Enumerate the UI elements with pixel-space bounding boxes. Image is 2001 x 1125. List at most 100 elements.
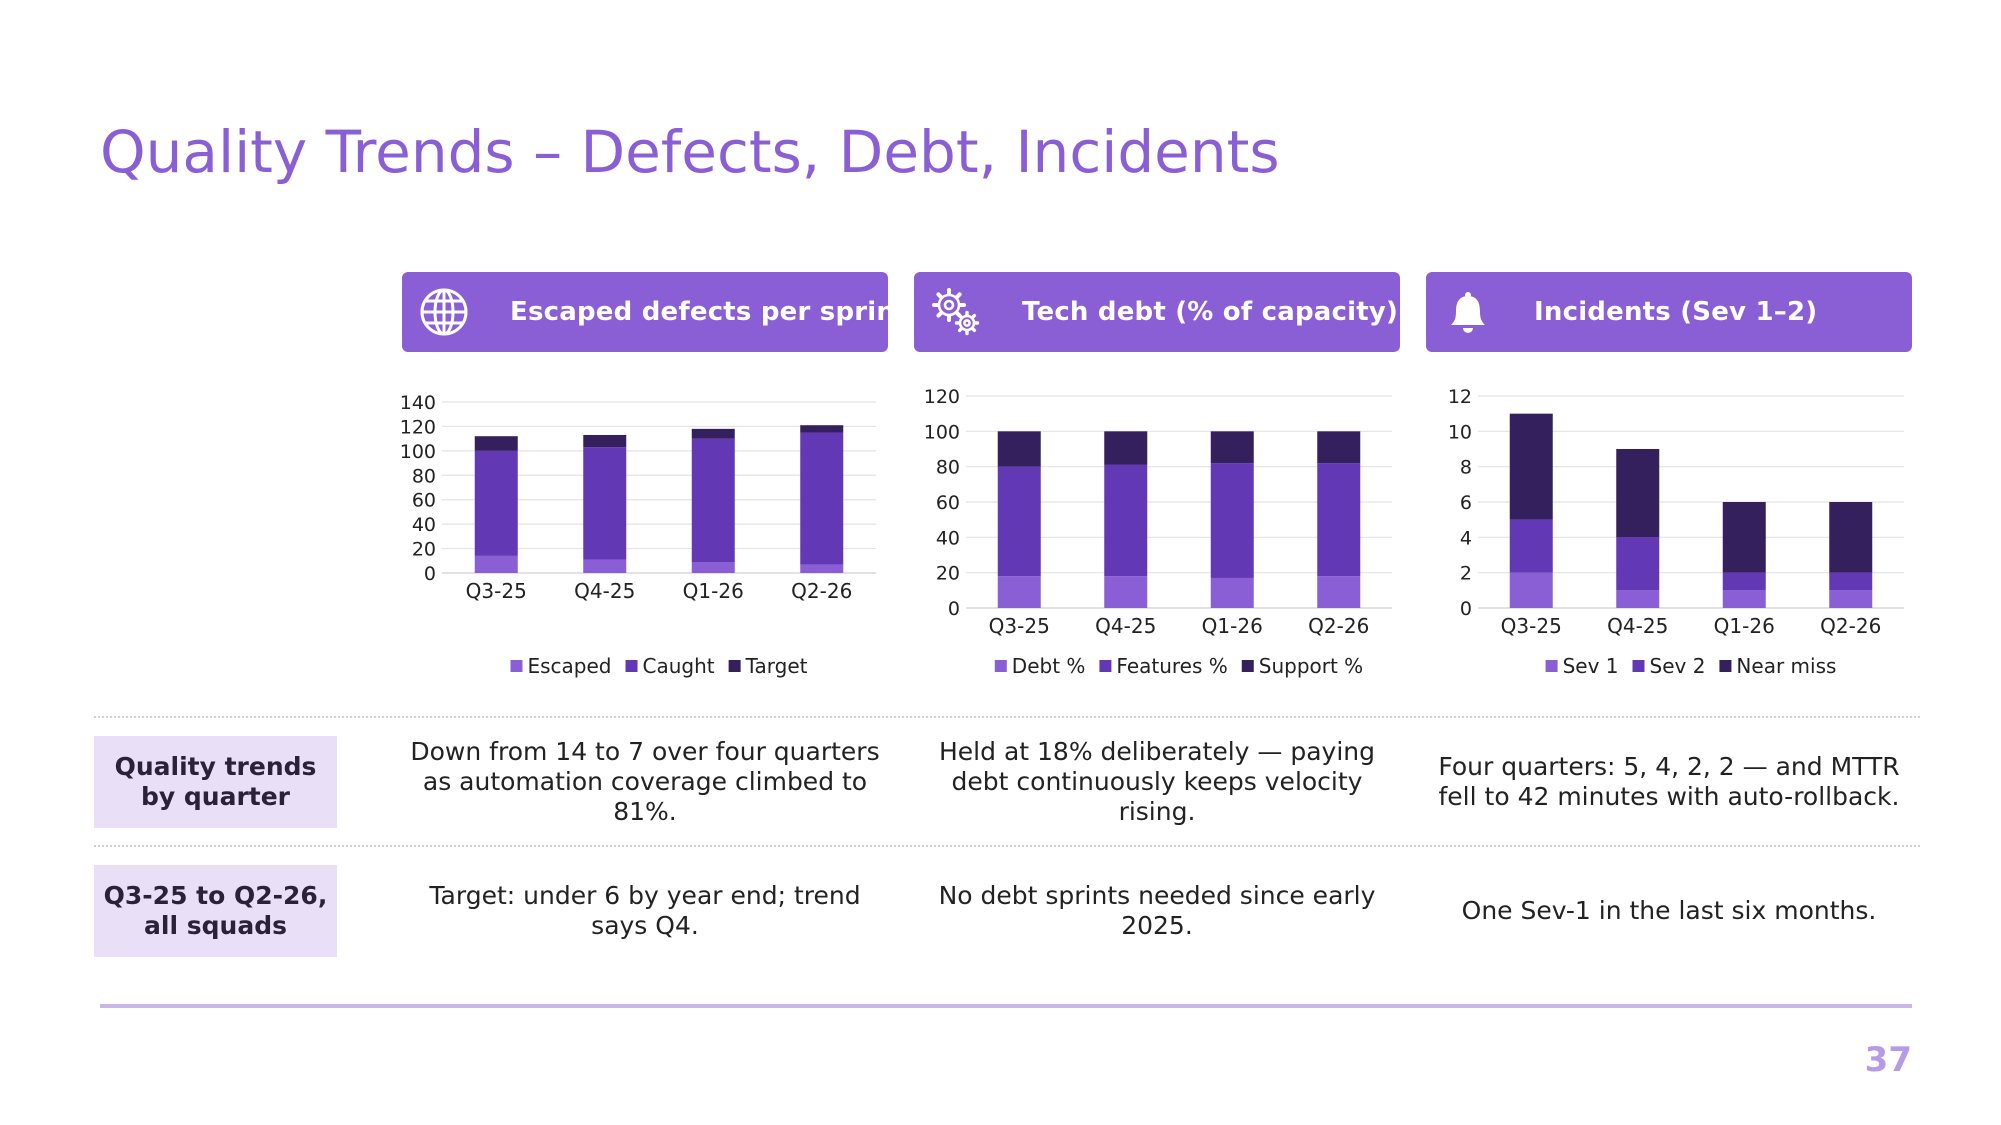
y-tick-label: 60 [936,492,960,514]
table-cell-debt-outlook: No debt sprints needed since early 2025. [938,881,1376,940]
bar-segment-support [1210,431,1254,464]
x-tick-label: Q4-25 [1095,614,1156,638]
panel-header-label: Incidents (Sev 1–2) [1534,297,1818,327]
bar-segment-escaped [474,555,518,573]
y-tick-label: 0 [1460,598,1472,620]
bar-segment-target [800,425,844,433]
legend-swatch [1241,660,1254,672]
chart-legend: Escaped Caught Target [510,654,808,678]
legend-swatch [625,660,638,672]
bar-segment-near-miss [1722,502,1766,573]
table-cell-debt-summary: Held at 18% deliberately — paying debt c… [939,737,1375,826]
y-tick-label: 80 [412,465,436,487]
bar-segment-escaped [800,564,844,573]
bar-segment-debt [1210,577,1254,608]
y-tick-label: 40 [936,527,960,549]
row-label: Q3-25 to Q2-26, all squads [94,865,337,957]
bar-segment-target [474,436,518,451]
bar-segment-sev-1 [1829,590,1873,608]
table-cell-defects-outlook: Target: under 6 by year end; trend says … [429,881,861,940]
bar-segment-escaped [691,562,735,573]
bar-segment-features [997,466,1041,577]
bar-segment-debt [1104,576,1148,608]
row-label: Quality trends by quarter [94,736,337,828]
bar-segment-sev-2 [1509,519,1553,573]
bar-segment-sev-1 [1509,572,1553,608]
x-tick-label: Q4-25 [1607,614,1668,638]
y-tick-label: 6 [1460,492,1472,514]
bar-segment-near-miss [1616,449,1660,538]
x-tick-label: Q3-25 [1501,614,1562,638]
y-tick-label: 0 [424,563,436,585]
bar-segment-sev-1 [1722,590,1766,608]
x-tick-label: Q3-25 [466,579,527,603]
x-tick-label: Q2-26 [1820,614,1881,638]
bar-segment-near-miss [1509,413,1553,520]
x-tick-label: Q2-26 [1308,614,1369,638]
bar-segment-caught [583,447,627,560]
legend-label: Target [745,654,808,678]
panel-header-incidents: Incidents (Sev 1–2) [1426,272,1912,352]
legend-label: Support % [1259,654,1363,678]
table-cell-incidents-outlook: One Sev-1 in the last six months. [1461,896,1877,925]
legend-swatch [1632,660,1645,672]
x-tick-label: Q2-26 [791,579,852,603]
legend-label: Caught [643,654,715,678]
bar-segment-caught [474,450,518,556]
table-cell-incidents-summary: Four quarters: 5, 4, 2, 2 — and MTTR fel… [1438,752,1900,811]
bar-segment-features [1104,464,1148,577]
panel-header-tech-debt: Tech debt (% of capacity) [914,272,1400,352]
chart-legend: Debt % Features % Support % [994,654,1363,678]
x-tick-label: Q1-26 [683,579,744,603]
bar-segment-features [1317,463,1361,577]
legend-swatch [1545,660,1558,672]
table-cell-defects-summary: Down from 14 to 7 over four quarters as … [410,737,880,826]
x-tick-label: Q4-25 [574,579,635,603]
x-tick-label: Q1-26 [1202,614,1263,638]
bell-icon [1442,286,1494,338]
legend-label: Debt % [1012,654,1086,678]
y-tick-label: 0 [948,598,960,620]
slide-title: Quality Trends – Defects, Debt, Incident… [100,118,1280,186]
bar-segment-debt [997,576,1041,608]
y-tick-label: 80 [936,457,960,479]
bar-segment-sev-1 [1616,590,1660,608]
bar-segment-sev-2 [1616,537,1660,591]
bar-segment-target [583,434,627,448]
page-number: 37 [1864,1040,1912,1080]
y-tick-label: 12 [1448,386,1472,408]
y-tick-label: 8 [1460,457,1472,479]
y-tick-label: 100 [400,441,436,463]
legend-swatch [1719,660,1732,672]
bar-segment-support [1104,431,1148,465]
panel-header-defects: Escaped defects per sprint [402,272,908,352]
chart-legend: Sev 1 Sev 2 Near miss [1545,654,1836,678]
y-tick-label: 20 [412,539,436,561]
y-tick-label: 120 [924,386,960,408]
legend-swatch [728,660,741,672]
bar-segment-sev-2 [1722,572,1766,591]
y-tick-label: 60 [412,490,436,512]
row-divider [94,845,1920,847]
bar-segment-support [997,431,1041,467]
legend-label: Escaped [528,654,612,678]
globe-icon [418,286,470,338]
legend-label: Near miss [1736,654,1836,678]
legend-swatch [994,660,1007,672]
y-tick-label: 120 [400,416,436,438]
chart-tech-debt: 0 20 40 60 80 100 120 Q3-25 Q4-25 Q1-26 Q2-26 Debt … [924,386,1392,678]
legend-label: Sev 1 [1563,654,1619,678]
bar-segment-debt [1317,576,1361,608]
y-tick-label: 4 [1460,527,1472,549]
row-divider [94,716,1920,718]
bar-segment-sev-2 [1829,572,1873,591]
bar-segment-caught [800,432,844,565]
x-tick-label: Q3-25 [989,614,1050,638]
legend-label: Sev 2 [1650,654,1706,678]
gears-icon [930,286,982,338]
y-tick-label: 40 [412,514,436,536]
bar-segment-escaped [583,559,627,573]
y-tick-label: 140 [400,392,436,414]
panel-header-label: Escaped defects per sprint [510,297,908,327]
